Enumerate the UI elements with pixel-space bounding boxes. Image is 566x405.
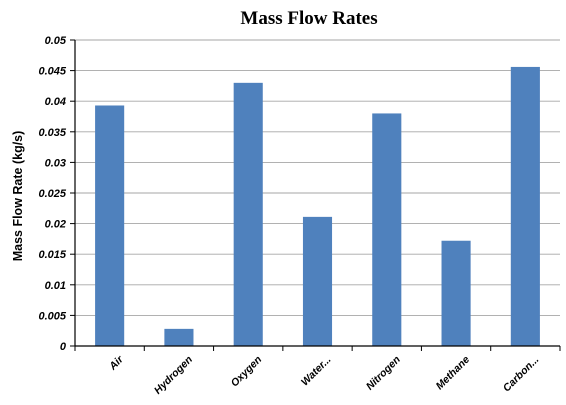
x-tick-label: Oxygen bbox=[229, 354, 265, 390]
gridlines bbox=[75, 39, 560, 316]
y-tick-label: 0.02 bbox=[45, 219, 66, 231]
bar-air bbox=[95, 105, 125, 346]
x-tick-labels: Air Hydrogen Oxygen Water... Nitrogen Methane… bbox=[106, 353, 541, 397]
y-tick-label: 0.03 bbox=[45, 157, 66, 169]
bar-water bbox=[302, 216, 333, 346]
y-tick-label: 0.015 bbox=[38, 249, 66, 261]
y-tick-label: 0.04 bbox=[45, 96, 66, 108]
chart-title: Mass Flow Rates bbox=[240, 8, 377, 29]
y-axis-label: Mass Flow Rate (kg/s) bbox=[11, 131, 25, 262]
x-tick-label: Nitrogen bbox=[364, 354, 403, 393]
x-tick-label: Water... bbox=[299, 354, 334, 389]
y-tick-label: 0.025 bbox=[38, 188, 66, 200]
x-tick-label: Hydrogen bbox=[152, 354, 195, 397]
y-tick-label: 0.045 bbox=[38, 66, 66, 78]
bars bbox=[95, 66, 540, 346]
y-tick-label: 0 bbox=[60, 341, 67, 353]
x-tick-label: Air bbox=[106, 353, 126, 373]
x-tick-label: Carbon... bbox=[501, 354, 542, 395]
y-tick-labels: 0 0.005 0.01 0.015 0.02 0.025 0.03 0.035 0.04 0.0… bbox=[38, 35, 66, 353]
axes bbox=[70, 39, 561, 351]
y-tick-label: 0.035 bbox=[38, 127, 66, 139]
y-tick-label: 0.05 bbox=[45, 35, 67, 47]
y-tick-label: 0.005 bbox=[38, 310, 66, 322]
y-tick-label: 0.01 bbox=[45, 280, 66, 292]
bar-hydrogen bbox=[164, 328, 194, 346]
bar-carbon bbox=[510, 66, 540, 346]
bar-oxygen bbox=[233, 82, 263, 346]
bar-methane bbox=[441, 240, 471, 346]
x-tick-label: Methane bbox=[434, 354, 473, 393]
bar-nitrogen bbox=[372, 113, 402, 346]
